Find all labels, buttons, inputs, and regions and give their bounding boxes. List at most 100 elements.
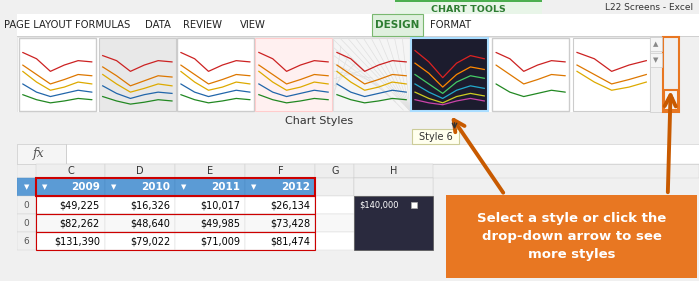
Text: ▼: ▼ — [251, 184, 257, 190]
Bar — [664, 90, 677, 110]
Text: 2010: 2010 — [141, 182, 170, 192]
Bar — [17, 178, 36, 196]
Bar — [105, 214, 175, 232]
Bar — [17, 214, 36, 232]
Text: Select a style or click the
drop-down arrow to see
more styles: Select a style or click the drop-down ar… — [477, 212, 666, 261]
Bar — [105, 164, 175, 178]
Text: ▲: ▲ — [654, 41, 658, 47]
Bar — [315, 232, 354, 250]
Text: 2011: 2011 — [211, 182, 240, 192]
Text: $140,000: $140,000 — [359, 201, 399, 210]
Bar — [99, 38, 176, 111]
Bar — [175, 214, 245, 232]
Bar — [17, 112, 661, 130]
Text: $79,022: $79,022 — [130, 236, 170, 246]
Text: $82,262: $82,262 — [59, 218, 100, 228]
Bar — [175, 164, 245, 178]
Bar — [36, 178, 315, 196]
Text: Style 6: Style 6 — [419, 132, 452, 142]
Bar — [17, 36, 699, 37]
Bar — [245, 214, 315, 232]
Text: CHART TOOLS: CHART TOOLS — [431, 4, 506, 13]
Text: ▼: ▼ — [24, 184, 29, 190]
Text: $10,017: $10,017 — [201, 200, 240, 210]
Bar — [17, 232, 36, 250]
Bar — [354, 178, 433, 196]
Bar — [650, 53, 662, 67]
Bar — [492, 38, 569, 111]
Text: $71,009: $71,009 — [201, 236, 240, 246]
Bar — [315, 164, 354, 178]
Bar — [573, 38, 650, 111]
Bar — [36, 164, 105, 178]
Bar — [175, 232, 245, 250]
Text: DATA: DATA — [145, 20, 171, 30]
Text: L22 Screens - Excel: L22 Screens - Excel — [605, 3, 693, 12]
Bar — [175, 178, 245, 196]
Bar — [17, 164, 699, 178]
Bar — [650, 37, 662, 51]
Text: fx: fx — [32, 148, 44, 160]
Text: ▼: ▼ — [668, 96, 674, 105]
Text: G: G — [331, 166, 339, 176]
Bar — [354, 196, 433, 250]
Bar — [333, 38, 410, 111]
Bar — [19, 38, 96, 111]
Bar — [411, 38, 488, 111]
Text: $49,225: $49,225 — [59, 200, 100, 210]
Bar — [36, 232, 315, 250]
Text: ▼: ▼ — [181, 184, 186, 190]
Text: E: E — [207, 166, 213, 176]
Bar — [372, 14, 423, 36]
Bar — [245, 164, 315, 178]
Bar — [105, 196, 175, 214]
Text: $131,390: $131,390 — [54, 236, 100, 246]
Bar — [36, 196, 105, 214]
Bar — [17, 144, 699, 164]
Text: $81,474: $81,474 — [271, 236, 310, 246]
Bar — [36, 196, 315, 214]
Bar — [245, 196, 315, 214]
Bar — [315, 178, 354, 196]
Text: $16,326: $16,326 — [130, 200, 170, 210]
Text: VIEW: VIEW — [240, 20, 266, 30]
Bar — [663, 37, 679, 112]
Text: DESIGN: DESIGN — [375, 20, 419, 30]
Bar — [17, 37, 661, 112]
Bar — [315, 196, 354, 214]
Bar — [396, 0, 542, 2]
Bar — [36, 214, 315, 232]
Bar — [17, 144, 699, 164]
Text: 2009: 2009 — [71, 182, 100, 192]
Text: $49,985: $49,985 — [201, 218, 240, 228]
Text: PAGE LAYOUT: PAGE LAYOUT — [4, 20, 72, 30]
Bar — [396, 0, 542, 14]
Bar — [105, 232, 175, 250]
Text: ▼: ▼ — [42, 184, 48, 190]
Text: FORMAT: FORMAT — [430, 20, 470, 30]
Bar — [17, 14, 699, 36]
Bar — [177, 38, 254, 111]
Bar — [17, 144, 66, 164]
Bar — [315, 214, 354, 232]
Bar — [175, 196, 245, 214]
Bar — [245, 232, 315, 250]
Text: 0: 0 — [24, 219, 29, 228]
Bar — [354, 164, 433, 178]
Bar — [36, 178, 105, 196]
Text: 6: 6 — [24, 237, 29, 246]
Text: D: D — [136, 166, 143, 176]
Text: $26,134: $26,134 — [271, 200, 310, 210]
Text: ▼: ▼ — [110, 184, 116, 190]
Bar — [412, 129, 459, 144]
Bar — [245, 178, 315, 196]
Text: H: H — [390, 166, 397, 176]
Text: ▼: ▼ — [654, 57, 658, 63]
Text: F: F — [278, 166, 283, 176]
Bar — [17, 196, 36, 214]
Bar — [36, 214, 105, 232]
Text: 0: 0 — [24, 201, 29, 210]
Text: FORMULAS: FORMULAS — [75, 20, 130, 30]
Bar — [17, 0, 699, 14]
Bar — [650, 37, 662, 112]
